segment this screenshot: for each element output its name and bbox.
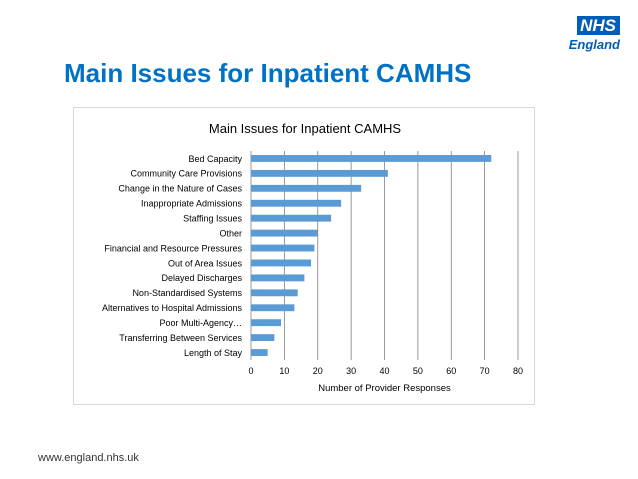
x-tick-label: 10 [279,366,289,376]
bar [251,319,282,327]
category-label: Other [219,228,242,238]
category-label: Change in the Nature of Cases [118,184,242,194]
x-tick-label: 20 [313,366,323,376]
nhs-logo-mark: NHS [577,16,620,35]
bar [251,349,268,356]
bar-chart: Main Issues for Inpatient CAMHS 0 10 20 30 40… [102,121,523,394]
bar [251,184,362,192]
category-label: Bed Capacity [188,154,242,164]
bar [251,259,312,267]
bar [251,334,275,342]
bar [251,244,315,252]
footer-url: www.england.nhs.uk [38,452,139,464]
x-tick-label: 40 [379,366,389,376]
bar [251,199,342,207]
category-label: Non-Standardised Systems [132,288,242,298]
bar [251,274,305,282]
category-label: Length of Stay [184,348,243,358]
category-label: Out of Area Issues [168,258,243,268]
x-tick-label: 60 [446,366,456,376]
x-tick-label: 30 [346,366,356,376]
category-label: Poor Multi-Agency… [159,318,242,328]
slide-title: Main Issues for Inpatient CAMHS [64,58,472,88]
category-label: Community Care Provisions [130,169,242,179]
category-label: Delayed Discharges [161,273,242,283]
bar [251,289,298,297]
nhs-england-logo: NHS England [568,16,620,52]
x-tick-label: 0 [248,366,253,376]
bar [251,229,318,237]
nhs-logo-region: England [568,37,620,52]
x-tick-label: 80 [513,366,523,376]
bar [251,304,295,312]
category-label: Inappropriate Admissions [141,199,243,209]
category-label: Financial and Resource Pressures [104,243,242,253]
chart-title: Main Issues for Inpatient CAMHS [209,121,402,136]
category-label: Staffing Issues [183,213,242,223]
x-axis-label: Number of Provider Responses [318,383,451,394]
x-tick-label: 50 [413,366,423,376]
bar [251,155,492,162]
chart-frame: Main Issues for Inpatient CAMHS 0 10 20 30 40… [73,107,535,405]
category-label: Transferring Between Services [119,333,242,343]
category-label: Alternatives to Hospital Admissions [102,303,243,313]
x-tick-label: 70 [480,366,490,376]
bar [251,214,332,222]
bar [251,169,388,177]
